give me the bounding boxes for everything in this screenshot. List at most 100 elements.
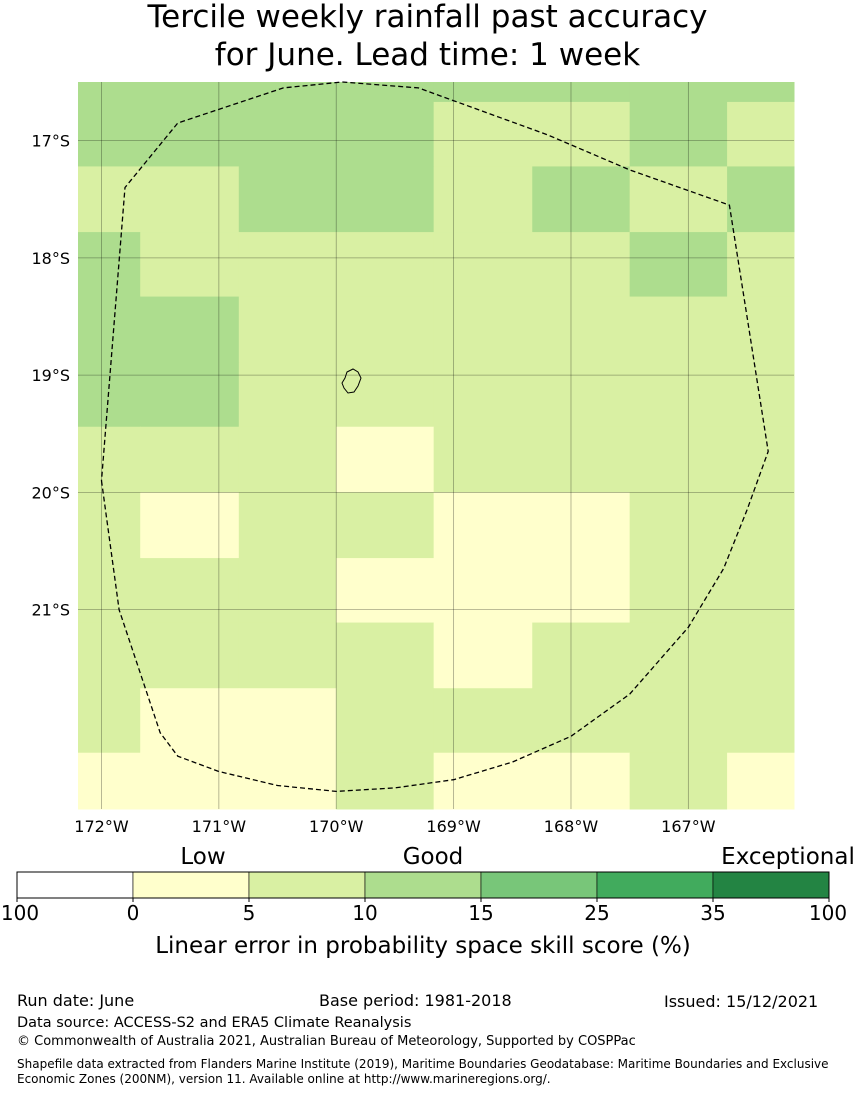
colorbar-axis-label: Linear error in probability space skill …	[155, 933, 691, 959]
chart-title-line-1: Tercile weekly rainfall past accuracy	[147, 0, 708, 35]
grid-cell	[78, 558, 141, 624]
legend-category-low: Low	[180, 844, 225, 870]
legend-category-good: Good	[403, 844, 464, 870]
colorbar-tick-label: 100	[1, 901, 39, 925]
grid-cell	[532, 362, 631, 428]
colorbar-swatch	[364, 871, 482, 899]
longitude-tick-labels: 172°W 171°W 170°W 169°W 168°W 167°W	[74, 817, 715, 836]
grid-cell	[140, 492, 240, 559]
colorbar	[16, 871, 830, 899]
grid-cell	[629, 362, 728, 428]
grid-cell	[78, 166, 141, 233]
colorbar-tick-label: 0	[127, 901, 140, 925]
latitude-tick-label: 20°S	[31, 483, 70, 502]
grid-cell	[140, 688, 240, 754]
grid-cell	[727, 622, 795, 689]
grid-cell	[336, 558, 435, 624]
grid-cell	[629, 688, 728, 754]
longitude-tick-label: 170°W	[309, 817, 364, 836]
grid-cell	[78, 101, 141, 167]
grid-cell	[140, 82, 240, 103]
longitude-tick-label: 172°W	[74, 817, 129, 836]
grid-cell	[727, 232, 795, 298]
grid-cell	[629, 101, 728, 167]
grid-cell	[433, 622, 533, 689]
colorbar-swatch	[596, 871, 714, 899]
grid-cell	[727, 426, 795, 493]
grid-cell	[433, 558, 533, 624]
grid-cell	[78, 752, 141, 810]
colorbar-swatch	[16, 871, 134, 899]
grid-cell	[78, 622, 141, 689]
grid-cell	[433, 232, 533, 298]
grid-cell	[238, 426, 337, 493]
colorbar-swatch	[132, 871, 250, 899]
grid-cell	[532, 232, 631, 298]
grid-cell	[78, 296, 141, 363]
grid-cell	[238, 688, 337, 754]
grid-cell	[727, 82, 795, 103]
grid-cell	[140, 296, 240, 363]
grid-cell	[532, 166, 631, 233]
colorbar-swatch	[248, 871, 366, 899]
longitude-tick-label: 171°W	[192, 817, 247, 836]
longitude-tick-label: 168°W	[544, 817, 599, 836]
grid-cell	[727, 492, 795, 559]
grid-cell	[433, 688, 533, 754]
colorbar-swatch	[712, 871, 830, 899]
data-source-text: Data source: ACCESS-S2 and ERA5 Climate …	[17, 1015, 412, 1031]
grid-cell	[629, 296, 728, 363]
skill-grid-cells	[78, 82, 795, 810]
grid-cell	[629, 752, 728, 810]
grid-cell	[78, 232, 141, 298]
colorbar-swatch	[480, 871, 598, 899]
niue-island-outline	[341, 368, 362, 394]
grid-cell	[727, 688, 795, 754]
grid-cell	[336, 492, 435, 559]
longitude-tick-label: 167°W	[661, 817, 716, 836]
grid-cell	[238, 82, 337, 103]
colorbar-tick-label: 5	[243, 901, 256, 925]
grid-cell	[336, 426, 435, 493]
grid-cell	[727, 101, 795, 167]
grid-cell	[140, 232, 240, 298]
grid-cell	[727, 752, 795, 810]
grid-cell	[532, 492, 631, 559]
grid-cell	[532, 426, 631, 493]
graticule-lines	[78, 82, 794, 809]
grid-cell	[336, 166, 435, 233]
legend-category-exceptional: Exceptional	[721, 844, 855, 870]
grid-cell	[140, 101, 240, 167]
grid-cell	[433, 426, 533, 493]
grid-cell	[532, 622, 631, 689]
grid-cell	[727, 362, 795, 428]
latitude-tick-label: 17°S	[31, 132, 70, 151]
grid-cell	[629, 82, 728, 103]
colorbar-tick-labels: 100 0 5 10 15 25 35 100	[1, 898, 847, 925]
grid-cell	[336, 752, 435, 810]
grid-cell	[433, 752, 533, 810]
grid-cell	[238, 232, 337, 298]
grid-cell	[433, 101, 533, 167]
grid-cell	[532, 296, 631, 363]
grid-cell	[238, 362, 337, 428]
grid-cell	[336, 362, 435, 428]
grid-cell	[336, 296, 435, 363]
copyright-text: © Commonwealth of Australia 2021, Austra…	[17, 1034, 636, 1049]
grid-cell	[433, 492, 533, 559]
grid-cell	[78, 492, 141, 559]
grid-cell	[238, 558, 337, 624]
latitude-tick-label: 19°S	[31, 366, 70, 385]
grid-cell	[336, 101, 435, 167]
eez-boundary-line	[100, 81, 769, 793]
colorbar-tick-label: 15	[468, 901, 493, 925]
grid-cell	[629, 622, 728, 689]
chart-title-line-2: for June. Lead time: 1 week	[214, 37, 641, 73]
colorbar-tick-label: 25	[584, 901, 609, 925]
grid-cell	[433, 362, 533, 428]
grid-cell	[532, 82, 631, 103]
grid-cell	[140, 362, 240, 428]
grid-cell	[238, 492, 337, 559]
grid-cell	[336, 688, 435, 754]
